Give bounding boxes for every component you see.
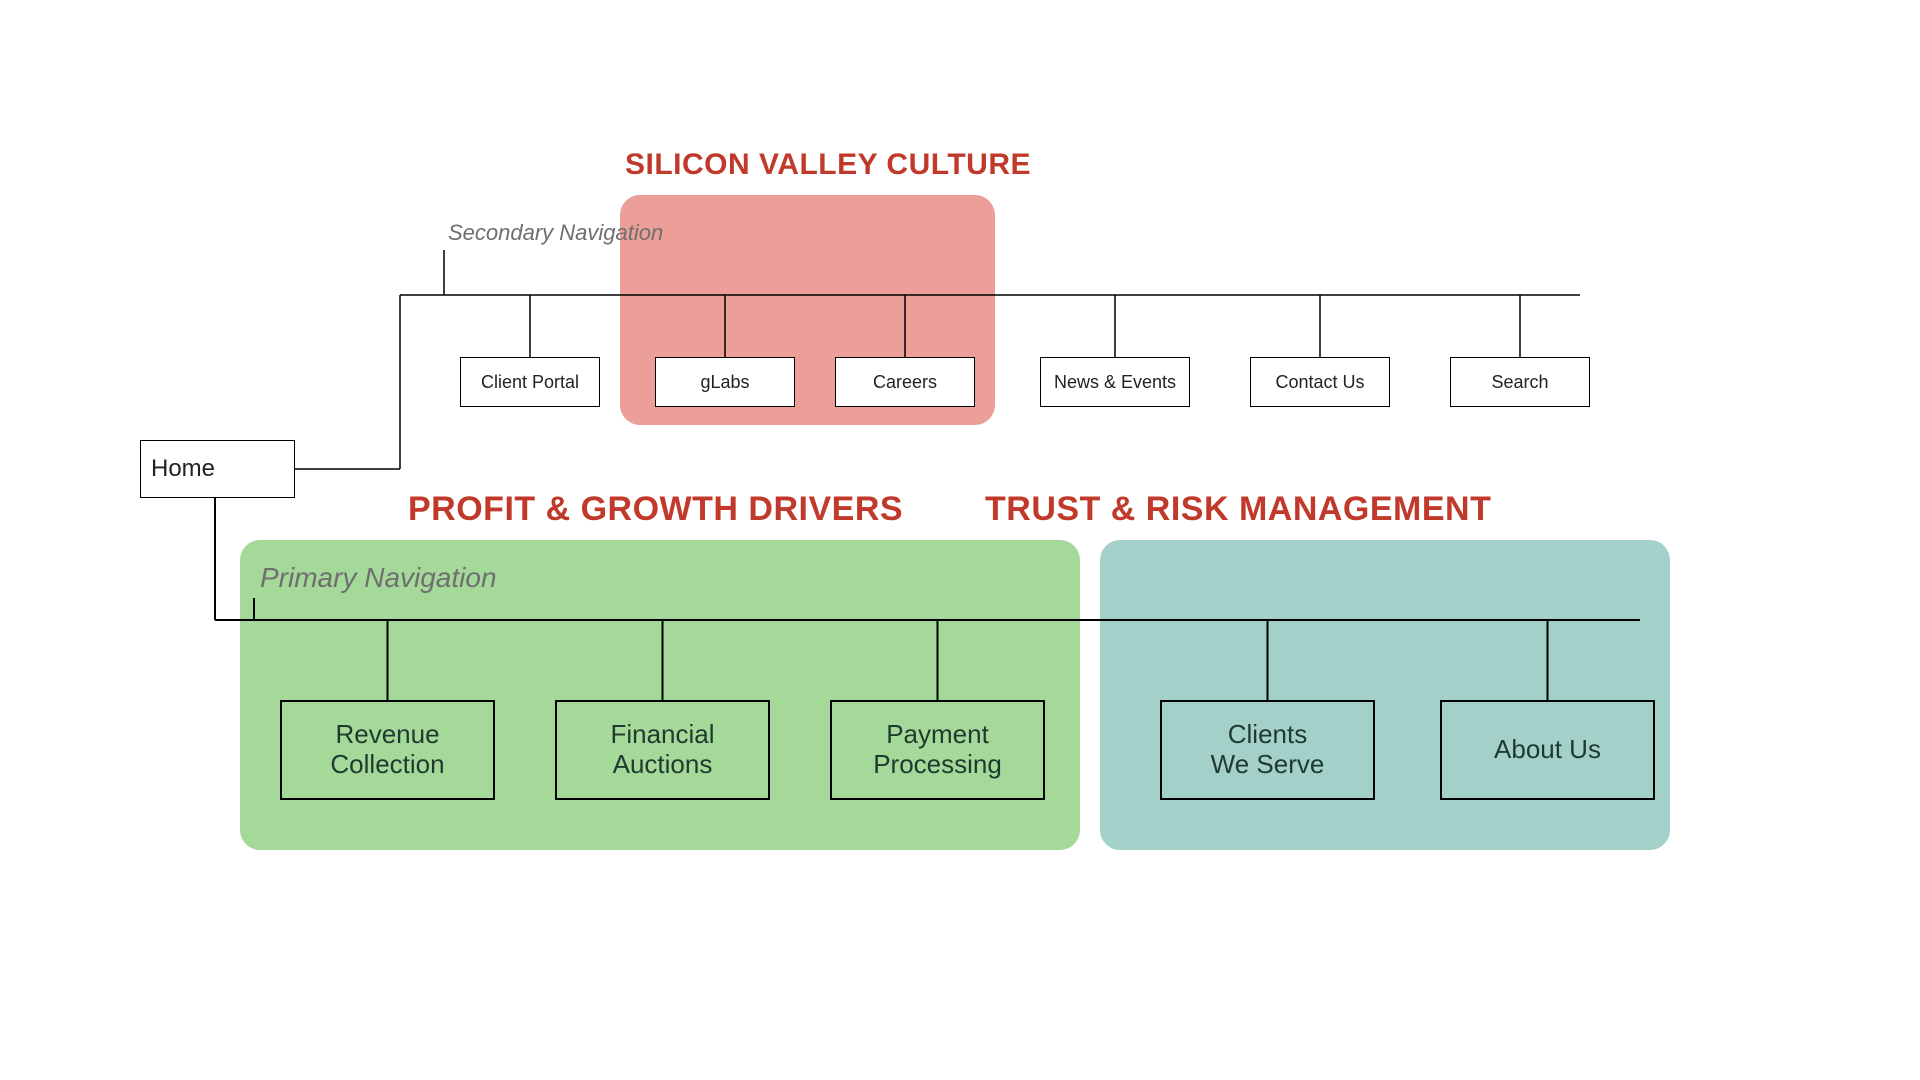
label-secondary-navigation: Secondary Navigation bbox=[448, 220, 663, 246]
label-primary-navigation: Primary Navigation bbox=[260, 562, 497, 594]
node-clients-we-serve: ClientsWe Serve bbox=[1160, 700, 1375, 800]
heading-silicon-valley: SILICON VALLEY CULTURE bbox=[625, 148, 1031, 182]
node-about-us: About Us bbox=[1440, 700, 1655, 800]
heading-profit-growth: PROFIT & GROWTH DRIVERS bbox=[408, 490, 903, 529]
diagram-stage: SILICON VALLEY CULTURE PROFIT & GROWTH D… bbox=[0, 0, 1920, 1080]
node-news-events: News & Events bbox=[1040, 357, 1190, 407]
node-revenue-collection: RevenueCollection bbox=[280, 700, 495, 800]
group-trust-risk bbox=[1100, 540, 1670, 850]
node-client-portal: Client Portal bbox=[460, 357, 600, 407]
node-contact-us: Contact Us bbox=[1250, 357, 1390, 407]
heading-trust-risk: TRUST & RISK MANAGEMENT bbox=[985, 490, 1491, 529]
node-home: Home bbox=[140, 440, 295, 498]
node-glabs: gLabs bbox=[655, 357, 795, 407]
node-financial-auctions: FinancialAuctions bbox=[555, 700, 770, 800]
node-payment-processing: PaymentProcessing bbox=[830, 700, 1045, 800]
node-search: Search bbox=[1450, 357, 1590, 407]
node-careers: Careers bbox=[835, 357, 975, 407]
